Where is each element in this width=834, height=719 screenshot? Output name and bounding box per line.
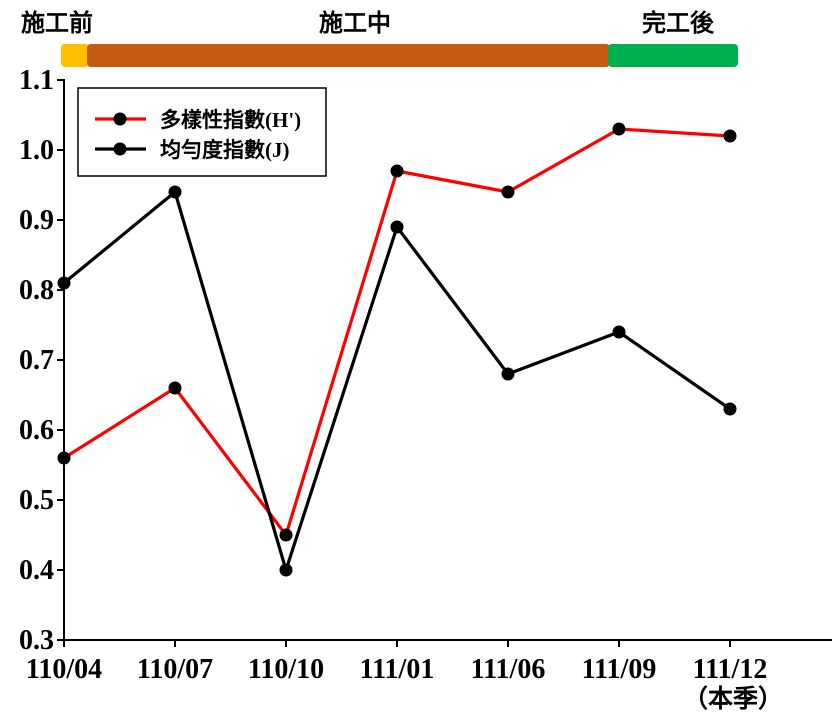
series-line-evenness-index: [62, 190, 731, 572]
x-tick-label: 110/10: [248, 654, 324, 685]
y-tick-label: 0.7: [19, 345, 54, 376]
phase-label-during: 施工中: [319, 8, 391, 37]
x-tick-label: 111/12: [693, 654, 768, 685]
y-tick-label: 0.3: [19, 625, 54, 656]
data-point-evenness-index-5: [501, 367, 515, 381]
legend-marker-diversity-index: [113, 112, 127, 126]
y-tick-label: 0.8: [19, 275, 54, 306]
plot-area: [57, 122, 737, 577]
x-tick-label: 111/09: [582, 654, 657, 685]
data-point-evenness-index-6: [612, 325, 626, 339]
phase-label-after: 完工後: [642, 8, 715, 37]
phase-segment-after: [608, 44, 738, 67]
data-point-diversity-index-7: [723, 129, 737, 143]
series-line-diversity-index: [63, 127, 731, 537]
data-point-diversity-index-2: [168, 381, 182, 395]
legend-box: [77, 87, 327, 177]
phase-label-before: 施工前: [21, 8, 93, 37]
phase-segment-during: [87, 44, 610, 67]
legend: 多樣性指數(H') 均勻度指數(J): [77, 87, 327, 177]
data-point-diversity-index-5: [501, 185, 515, 199]
data-point-evenness-index-4: [390, 220, 404, 234]
data-point-diversity-index-6: [612, 122, 626, 136]
x-tick-label: 110/07: [137, 654, 213, 685]
y-tick-label: 1.1: [19, 65, 54, 96]
data-point-evenness-index-1: [57, 276, 71, 290]
y-tick-label: 1.0: [19, 135, 54, 166]
y-tick-label: 0.9: [19, 205, 54, 236]
x-tick-label: 111/06: [471, 654, 546, 685]
legend-marker-evenness-index: [113, 142, 127, 156]
data-point-evenness-index-7: [723, 402, 737, 416]
y-tick-label: 0.5: [19, 485, 54, 516]
data-point-diversity-index-1: [57, 451, 71, 465]
construction-phase-bar: [61, 44, 738, 67]
construction-phase-labels: 施工前 施工中 完工後: [21, 8, 715, 37]
data-point-diversity-index-4: [390, 164, 404, 178]
data-point-evenness-index-2: [168, 185, 182, 199]
legend-label-diversity-index: 多樣性指數(H'): [160, 108, 301, 132]
axes: 0.3 0.4 0.5 0.6 0.7 0.8 0.9 1.0 1.1 110/04 110/07 1…: [19, 65, 832, 713]
x-tick-label: 110/04: [26, 654, 102, 685]
y-tick-label: 0.6: [19, 415, 54, 446]
y-tick-label: 0.4: [19, 555, 54, 586]
x-tick-label: 111/01: [360, 654, 435, 685]
data-point-diversity-index-3: [279, 528, 293, 542]
data-point-evenness-index-3: [279, 563, 293, 577]
x-tick-sublabel: （本季）: [683, 684, 783, 713]
legend-label-evenness-index: 均勻度指數(J): [160, 138, 290, 162]
phase-segment-before: [61, 44, 89, 67]
